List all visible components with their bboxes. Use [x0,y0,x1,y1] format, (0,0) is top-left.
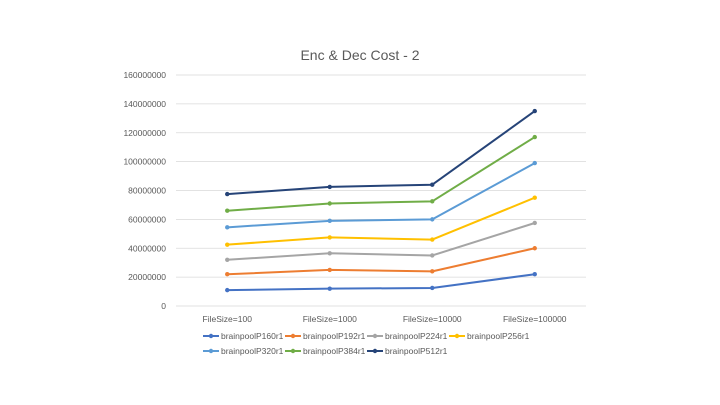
legend-item: brainpoolP256r1 [449,331,530,341]
legend-item: brainpoolP192r1 [285,331,366,341]
legend-marker [454,333,460,339]
data-point [327,218,332,224]
data-point [532,195,537,200]
legend-marker [372,333,378,339]
legend-label: brainpoolP256r1 [467,331,530,341]
data-point [225,191,230,197]
data-point [225,225,230,230]
series [225,160,537,230]
data-point [532,108,537,114]
series-lines [225,108,537,293]
x-tick-label: FileSize=100000 [503,314,567,324]
data-point [430,217,435,222]
data-point [225,208,230,213]
data-point [225,242,230,247]
y-tick-label: 60000000 [128,214,166,224]
data-point [430,182,435,187]
legend-item: brainpoolP320r1 [203,346,284,356]
legend-marker [372,348,378,354]
data-point [327,251,332,256]
x-axis-tick-labels: FileSize=100 FileSize=1000 FileSize=10000 F… [203,314,567,324]
legend: brainpoolP160r1 brainpoolP192r1 brainpoolP… [203,331,530,356]
series-line [226,247,536,276]
data-point [532,246,537,251]
data-point [430,253,435,258]
legend-item: brainpoolP384r1 [285,346,366,356]
legend-marker [208,333,214,339]
y-tick-label: 160000000 [123,70,166,80]
series-line [226,136,536,212]
data-point [225,257,230,262]
y-tick-label: 100000000 [123,157,166,167]
series-line [226,110,536,196]
series [225,134,537,213]
legend-item: brainpoolP512r1 [367,346,448,356]
data-point [327,235,332,240]
y-tick-label: 120000000 [123,128,166,138]
legend-label: brainpoolP320r1 [221,346,284,356]
data-point [532,134,537,140]
series [225,220,537,262]
x-tick-label: FileSize=100 [203,314,253,324]
legend-marker [208,348,214,354]
data-point [430,285,435,291]
series [225,246,537,277]
legend-label: brainpoolP160r1 [221,331,284,341]
series-line [226,162,536,229]
series-line [226,196,536,246]
series [225,195,537,247]
y-tick-label: 0 [161,301,166,311]
legend-item: brainpoolP224r1 [367,331,448,341]
data-point [327,201,332,206]
data-point [327,286,332,291]
legend-label: brainpoolP224r1 [385,331,448,341]
legend-marker [290,333,296,339]
series-line [226,273,536,292]
y-tick-label: 20000000 [128,272,166,282]
data-point [430,237,435,242]
series [225,108,537,197]
data-point [430,199,435,204]
data-point [225,272,230,277]
data-point [532,160,537,166]
series-line [226,221,536,261]
data-point [225,287,230,293]
x-tick-label: FileSize=10000 [403,314,462,324]
legend-label: brainpoolP192r1 [303,331,366,341]
y-tick-label: 80000000 [128,186,166,196]
legend-label: brainpoolP384r1 [303,346,366,356]
legend-item: brainpoolP160r1 [203,331,284,341]
series [225,272,537,293]
y-tick-label: 40000000 [128,243,166,253]
gridlines [176,74,586,307]
data-point [532,220,537,226]
legend-marker [290,348,296,354]
data-point [532,272,537,277]
data-point [327,267,332,273]
legend-label: brainpoolP512r1 [385,346,448,356]
data-point [430,269,435,274]
data-point [327,184,332,190]
x-tick-label: FileSize=1000 [303,314,357,324]
y-tick-label: 140000000 [123,99,166,109]
chart-title: Enc & Dec Cost - 2 [300,47,419,63]
y-axis-tick-labels: 0 20000000 40000000 60000000 80000000 1000000… [123,70,166,311]
